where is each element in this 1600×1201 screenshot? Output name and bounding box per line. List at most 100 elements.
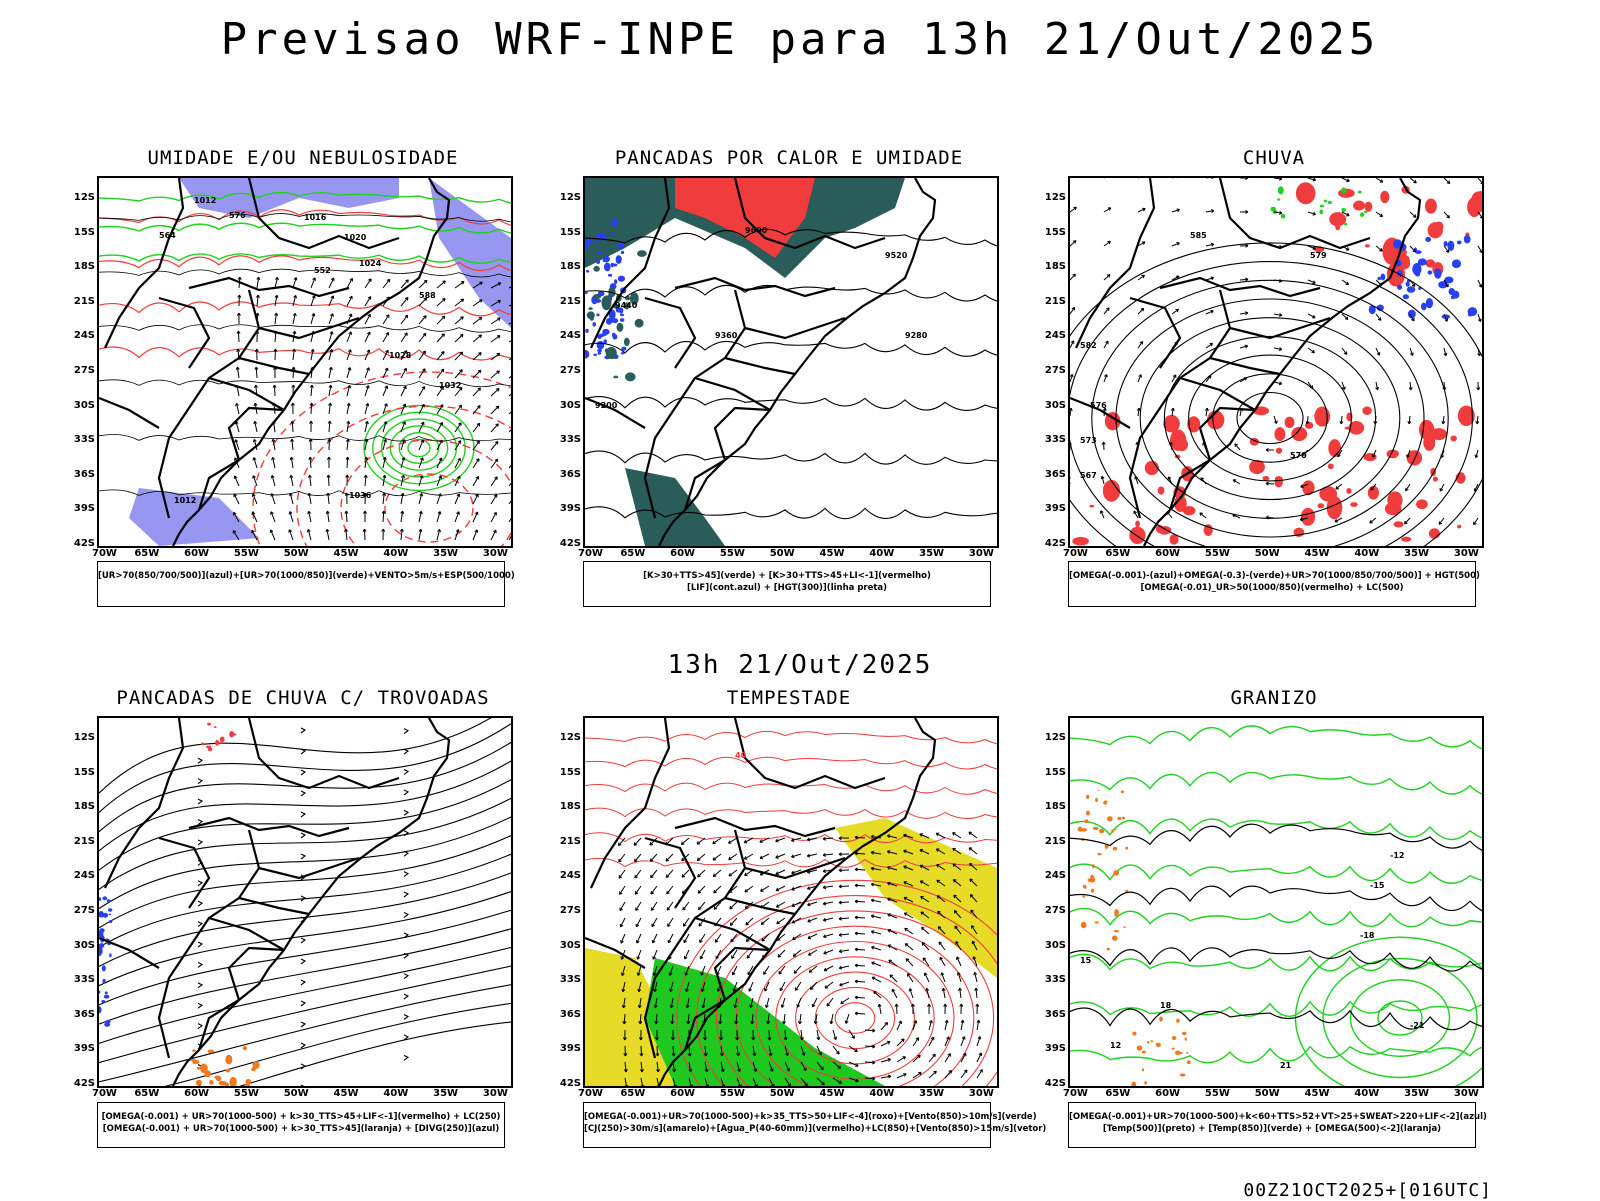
lon-tick-label: 30W — [1454, 548, 1479, 559]
legend-line: [OMEGA(-0.001) + UR>70(1000-500) + k>30_… — [98, 1123, 504, 1135]
lat-tick-label: 36S — [560, 469, 581, 480]
lat-tick-label: 18S — [74, 801, 95, 812]
lat-tick-label: 39S — [560, 503, 581, 514]
contour-label: 576 — [229, 211, 246, 220]
legend-line: [Temp(500)](preto) + [Temp(850)](verde) … — [1069, 1123, 1475, 1135]
lat-tick-label: 21S — [1045, 836, 1066, 847]
lon-tick-label: 65W — [134, 1088, 159, 1099]
thunderstorm-map-icon — [97, 716, 513, 1088]
lat-tick-label: 33S — [74, 434, 95, 445]
lat-tick-label: 21S — [74, 296, 95, 307]
lat-tick-label: 12S — [1045, 732, 1066, 743]
legend-box: [K>30+TTS>45](verde) + [K>30+TTS>45+LI<-… — [583, 561, 991, 607]
lon-tick-label: 60W — [670, 1088, 695, 1099]
lat-tick-label: 24S — [74, 330, 95, 341]
lon-tick-label: 40W — [1354, 548, 1379, 559]
contour-label: 9520 — [885, 251, 908, 260]
lat-tick-label: 21S — [560, 296, 581, 307]
contour-label: 570 — [1290, 451, 1307, 460]
lat-tick-label: 18S — [74, 261, 95, 272]
lon-tick-label: 70W — [578, 548, 603, 559]
footer-stamp: 00Z21OCT2025+[016UTC] — [1243, 1180, 1492, 1201]
contour-label: 567 — [1080, 471, 1097, 480]
lat-tick-label: 39S — [560, 1043, 581, 1054]
lon-tick-label: 30W — [1454, 1088, 1479, 1099]
legend-line: [LIF](cont.azul) + [HGT(300)](linha pret… — [584, 582, 990, 594]
lat-tick-label: 21S — [560, 836, 581, 847]
panel-title: UMIDADE E/OU NEBULOSIDADE — [97, 147, 509, 169]
lat-tick-label: 15S — [74, 767, 95, 778]
contour-label: 585 — [1190, 231, 1207, 240]
lon-tick-label: 50W — [1255, 548, 1280, 559]
lat-tick-label: 33S — [1045, 974, 1066, 985]
legend-box: [OMEGA(-0.001)+UR>70(1000-500)+k>35_TTS>… — [583, 1102, 991, 1148]
lat-tick-label: 30S — [1045, 400, 1066, 411]
lat-tick-label: 36S — [560, 1009, 581, 1020]
lon-tick-label: 45W — [1305, 1088, 1330, 1099]
contour-label: 552 — [314, 266, 331, 275]
lat-tick-label: 15S — [1045, 227, 1066, 238]
lat-tick-label: 21S — [1045, 296, 1066, 307]
lat-tick-label: 12S — [560, 192, 581, 203]
lon-tick-label: 55W — [1205, 548, 1230, 559]
lat-tick-label: 39S — [1045, 503, 1066, 514]
contour-label: 582 — [1080, 341, 1097, 350]
lon-tick-label: 60W — [1155, 548, 1180, 559]
main-title: Previsao WRF-INPE para 13h 21/Out/2025 — [0, 14, 1600, 65]
contour-label: 588 — [419, 291, 436, 300]
contour-label: 1032 — [439, 381, 461, 390]
legend-line: [K>30+TTS>45](verde) + [K>30+TTS>45+LI<-… — [584, 570, 990, 582]
lon-tick-label: 70W — [578, 1088, 603, 1099]
contour-label: 40 — [735, 751, 747, 760]
lon-tick-label: 70W — [92, 548, 117, 559]
contour-label: 1028 — [389, 351, 412, 360]
legend-box: [OMEGA(-0.001)+UR>70(1000-500)+k<60+TTS>… — [1068, 1102, 1476, 1148]
lon-tick-label: 55W — [720, 548, 745, 559]
lat-tick-label: 27S — [560, 905, 581, 916]
legend-box: [OMEGA(-0.001) + UR>70(1000-500) + k>30_… — [97, 1102, 505, 1148]
lon-tick-label: 70W — [1063, 1088, 1088, 1099]
lon-tick-label: 35W — [1404, 548, 1429, 559]
storm-map-icon: 40 — [583, 716, 999, 1088]
lat-tick-label: 30S — [74, 940, 95, 951]
lat-tick-label: 27S — [74, 365, 95, 376]
lon-tick-label: 40W — [383, 1088, 408, 1099]
lat-tick-label: 21S — [74, 836, 95, 847]
contour-label: 9280 — [905, 331, 928, 340]
lon-tick-label: 50W — [1255, 1088, 1280, 1099]
lat-tick-label: 30S — [74, 400, 95, 411]
lat-tick-label: 33S — [1045, 434, 1066, 445]
lat-tick-label: 33S — [560, 434, 581, 445]
lon-tick-label: 55W — [234, 1088, 259, 1099]
legend-line: [UR>70(850/700/500)](azul)+[UR>70(1000/8… — [98, 570, 504, 582]
lat-tick-label: 24S — [1045, 870, 1066, 881]
lat-tick-label: 39S — [74, 1043, 95, 1054]
lon-tick-label: 55W — [234, 548, 259, 559]
lat-tick-label: 18S — [1045, 261, 1066, 272]
lat-tick-label: 27S — [74, 905, 95, 916]
lat-tick-label: 24S — [1045, 330, 1066, 341]
contour-label: 1012 — [174, 496, 196, 505]
contour-label: 12 — [1110, 1041, 1121, 1050]
lon-tick-label: 35W — [1404, 1088, 1429, 1099]
lon-tick-label: 40W — [869, 548, 894, 559]
lat-tick-label: 24S — [560, 330, 581, 341]
lat-tick-label: 30S — [1045, 940, 1066, 951]
legend-line: [OMEGA(-0.001) + UR>70(1000-500) + k>30_… — [98, 1111, 504, 1123]
panel-title: GRANIZO — [1068, 687, 1480, 709]
panel-title: TEMPESTADE — [583, 687, 995, 709]
lat-tick-label: 12S — [1045, 192, 1066, 203]
contour-label: 576 — [1090, 401, 1107, 410]
lon-tick-label: 35W — [433, 548, 458, 559]
legend-line: [OMEGA(-0.01)_UR>50(1000/850)(vermelho) … — [1069, 582, 1475, 594]
panel-title: CHUVA — [1068, 147, 1480, 169]
